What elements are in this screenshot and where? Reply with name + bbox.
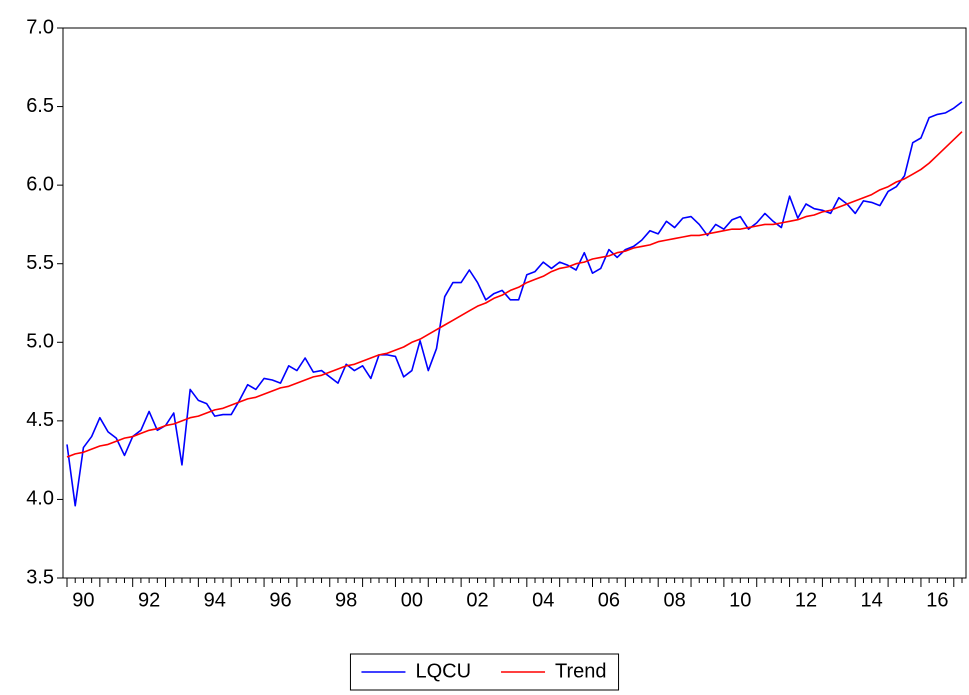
- y-tick-label: 6.0: [26, 173, 54, 195]
- plot-frame: [62, 27, 967, 579]
- x-tick-label: 06: [598, 589, 620, 611]
- x-tick-label: 02: [466, 589, 488, 611]
- x-tick-label: 90: [72, 589, 94, 611]
- x-tick-label: 00: [401, 589, 423, 611]
- x-tick-label: 16: [926, 589, 948, 611]
- x-tick-label: 96: [269, 589, 291, 611]
- x-tick-label: 14: [861, 589, 883, 611]
- x-tick-label: 92: [138, 589, 160, 611]
- y-tick-label: 5.5: [26, 252, 54, 274]
- x-tick-label: 12: [795, 589, 817, 611]
- x-tick-label: 04: [532, 589, 554, 611]
- series-line: [66, 131, 963, 458]
- y-tick-label: 4.5: [26, 409, 54, 431]
- series-line: [66, 101, 963, 507]
- y-tick-label: 3.5: [26, 566, 54, 588]
- legend-label: LQCU: [415, 660, 471, 682]
- y-tick-label: 7.0: [26, 16, 54, 38]
- x-tick-label: 10: [729, 589, 751, 611]
- x-tick-label: 94: [204, 589, 226, 611]
- legend-label: Trend: [555, 660, 607, 682]
- y-tick-label: 4.0: [26, 488, 54, 510]
- y-tick-label: 5.0: [26, 331, 54, 353]
- x-tick-label: 98: [335, 589, 357, 611]
- x-tick-label: 08: [663, 589, 685, 611]
- y-tick-label: 6.5: [26, 95, 54, 117]
- legend: LQCU Trend: [349, 653, 620, 691]
